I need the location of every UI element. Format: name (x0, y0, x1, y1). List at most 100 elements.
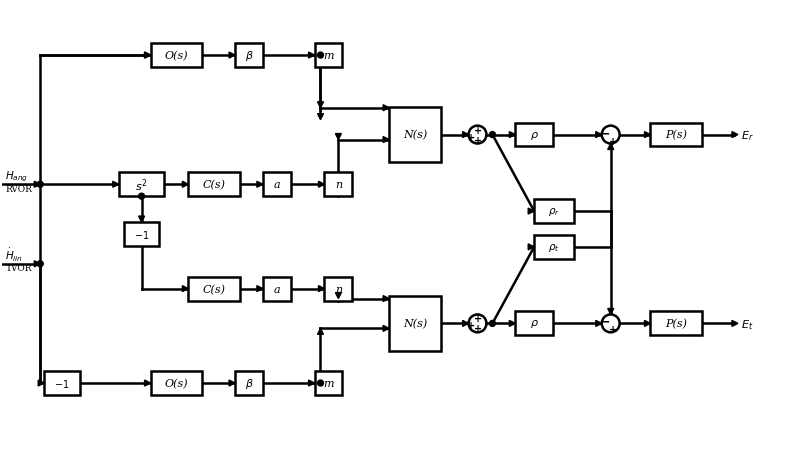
Text: $\rho_t$: $\rho_t$ (548, 241, 560, 253)
Polygon shape (145, 53, 150, 59)
Text: $\beta$: $\beta$ (245, 49, 254, 63)
Bar (314, 44, 342, 68)
Polygon shape (229, 380, 235, 386)
Bar (650, 312, 702, 336)
Text: $\rho$: $\rho$ (530, 129, 538, 141)
Polygon shape (309, 53, 314, 59)
Bar (124, 222, 159, 246)
Polygon shape (257, 286, 263, 292)
Polygon shape (596, 132, 602, 138)
Circle shape (318, 380, 323, 386)
Text: C(s): C(s) (202, 179, 226, 190)
Text: P(s): P(s) (666, 318, 687, 329)
Text: P(s): P(s) (666, 130, 687, 140)
Text: $-1$: $-1$ (134, 229, 150, 240)
Text: a: a (274, 284, 280, 294)
Bar (650, 124, 702, 147)
Bar (150, 44, 202, 68)
Polygon shape (732, 321, 738, 327)
Bar (534, 235, 574, 259)
Text: m: m (323, 51, 334, 61)
Text: $H_{ang}$: $H_{ang}$ (6, 169, 29, 183)
Polygon shape (309, 380, 314, 386)
Polygon shape (138, 216, 145, 222)
Polygon shape (34, 182, 40, 188)
Polygon shape (113, 182, 118, 188)
Text: RVOR: RVOR (6, 184, 32, 193)
Bar (44, 371, 80, 395)
Bar (389, 108, 441, 162)
Polygon shape (318, 329, 323, 335)
Text: +: + (474, 314, 482, 324)
Text: $\rho_r$: $\rho_r$ (548, 206, 560, 217)
Polygon shape (510, 321, 515, 327)
Polygon shape (383, 296, 389, 302)
Text: TVOR: TVOR (6, 264, 32, 273)
Polygon shape (383, 137, 389, 143)
Text: $E_r$: $E_r$ (741, 129, 754, 143)
Circle shape (38, 182, 43, 188)
Text: $\rho$: $\rho$ (530, 318, 538, 330)
Polygon shape (318, 115, 323, 120)
Text: +: + (474, 324, 482, 334)
Text: O(s): O(s) (165, 51, 188, 61)
Polygon shape (608, 144, 614, 150)
Text: +: + (609, 325, 617, 335)
Polygon shape (318, 182, 325, 188)
Text: $\beta$: $\beta$ (245, 376, 254, 390)
Polygon shape (182, 286, 188, 292)
Bar (235, 371, 263, 395)
Circle shape (490, 321, 495, 327)
Bar (325, 277, 352, 301)
Circle shape (38, 261, 43, 267)
Polygon shape (229, 53, 235, 59)
Text: $-1$: $-1$ (54, 377, 70, 389)
Polygon shape (528, 209, 534, 215)
Text: n: n (335, 284, 342, 294)
Circle shape (490, 132, 495, 138)
Text: +: + (467, 132, 476, 142)
Polygon shape (34, 261, 40, 267)
Polygon shape (462, 321, 469, 327)
Bar (515, 124, 553, 147)
Text: −: − (599, 127, 610, 140)
Bar (188, 277, 240, 301)
Text: m: m (323, 378, 334, 388)
Polygon shape (645, 132, 650, 138)
Text: C(s): C(s) (202, 284, 226, 294)
Circle shape (318, 53, 323, 59)
Text: −: − (599, 315, 610, 328)
Text: +: + (474, 135, 482, 145)
Bar (389, 296, 441, 351)
Polygon shape (645, 321, 650, 327)
Bar (314, 371, 342, 395)
Polygon shape (182, 182, 188, 188)
Polygon shape (257, 182, 263, 188)
Polygon shape (318, 286, 325, 292)
Text: $\dot{H}_{lin}$: $\dot{H}_{lin}$ (6, 247, 23, 264)
Polygon shape (38, 380, 44, 386)
Polygon shape (510, 132, 515, 138)
Circle shape (138, 194, 145, 200)
Bar (235, 44, 263, 68)
Bar (263, 173, 290, 197)
Text: +: + (467, 321, 476, 331)
Text: O(s): O(s) (165, 378, 188, 388)
Polygon shape (145, 53, 150, 59)
Bar (188, 173, 240, 197)
Polygon shape (335, 134, 342, 140)
Text: +: + (609, 136, 617, 146)
Polygon shape (462, 132, 469, 138)
Bar (515, 312, 553, 336)
Bar (534, 200, 574, 224)
Text: $s^2$: $s^2$ (135, 176, 148, 193)
Text: +: + (474, 125, 482, 135)
Text: $E_t$: $E_t$ (741, 318, 754, 331)
Polygon shape (145, 380, 150, 386)
Polygon shape (596, 321, 602, 327)
Polygon shape (528, 244, 534, 250)
Polygon shape (335, 293, 342, 299)
Polygon shape (608, 309, 614, 315)
Text: N(s): N(s) (402, 318, 427, 329)
Polygon shape (383, 326, 389, 331)
